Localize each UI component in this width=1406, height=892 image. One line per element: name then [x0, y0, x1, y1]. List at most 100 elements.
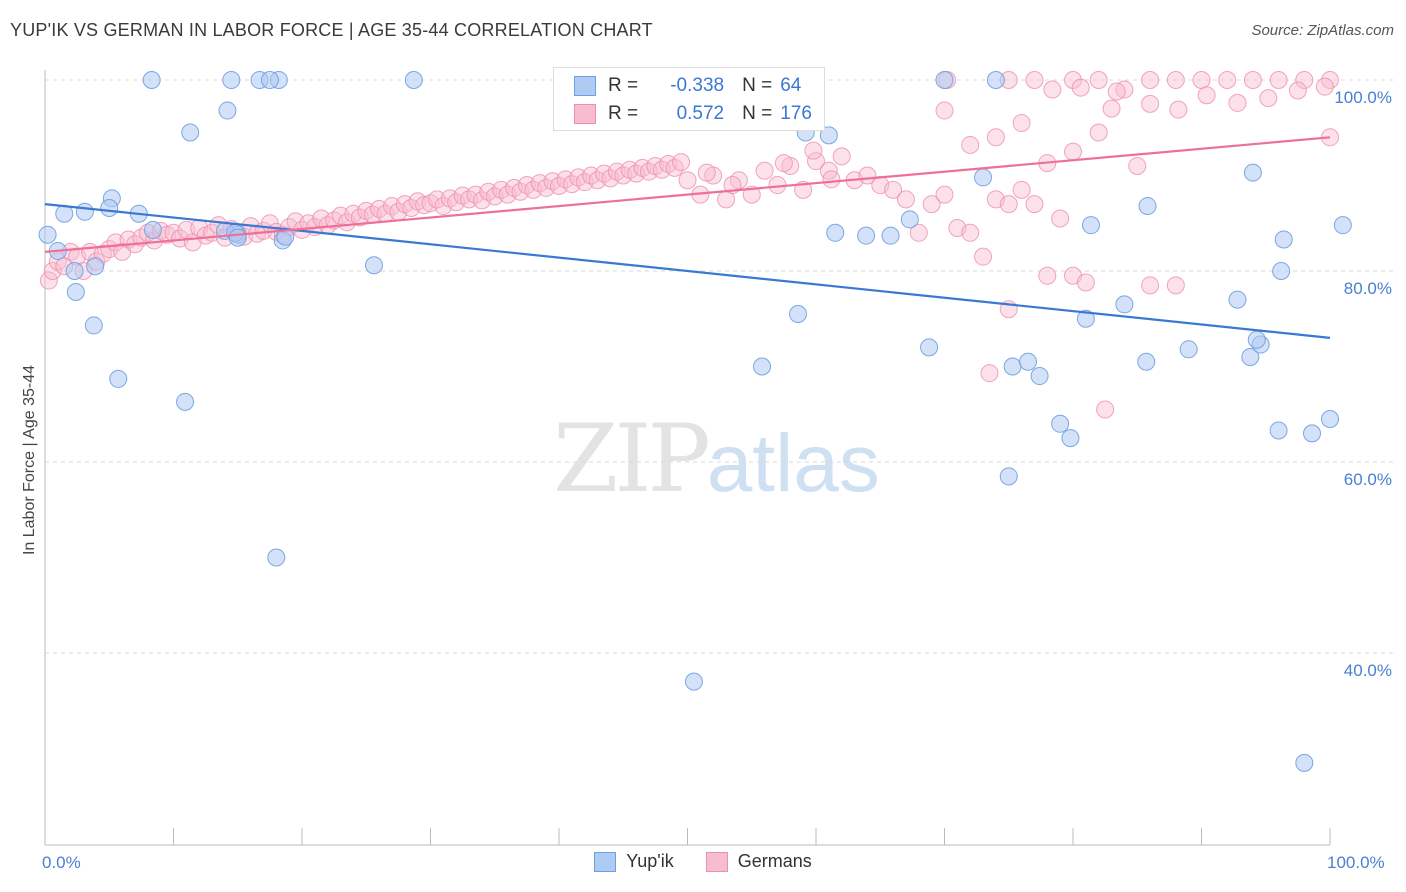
germans-point [935, 101, 954, 120]
germans-point [896, 190, 915, 209]
yupik-point [142, 71, 161, 89]
germans-point [807, 152, 825, 171]
germans-point [1315, 77, 1334, 96]
yupik-point [100, 198, 119, 217]
x-tick-label-min: 0.0% [42, 853, 81, 872]
yupik-point [900, 210, 919, 229]
yupik-point [1030, 367, 1049, 386]
yupik-point [999, 467, 1018, 486]
germans-point [729, 171, 748, 190]
germans-point [1228, 93, 1247, 112]
yupik-point [920, 338, 939, 357]
legend-row-yupik: R = -0.338 N = 64 [574, 73, 801, 99]
yupik-point [364, 256, 383, 275]
yupik-point [1272, 262, 1291, 280]
yupik-point [1003, 357, 1022, 376]
yupik-point [1076, 309, 1095, 328]
watermark-atlas: atlas [706, 418, 880, 509]
yupik-point [986, 71, 1005, 89]
germans-point [884, 180, 903, 199]
germans-point [1064, 142, 1082, 161]
legend-item-yupik[interactable]: Yup'ik [594, 851, 674, 872]
germans-point [1102, 99, 1121, 118]
germans-point [1295, 71, 1314, 89]
germans-point [1038, 266, 1057, 285]
yupik-point [1247, 330, 1266, 349]
germans-point [697, 163, 716, 182]
yupik-point [267, 548, 286, 567]
germans-point [755, 161, 774, 180]
yupik-point [1295, 753, 1314, 772]
germans-swatch [574, 104, 596, 124]
germans-point [1025, 71, 1044, 89]
axes [44, 70, 1331, 846]
germans-point [832, 147, 851, 166]
yupik-point [1243, 163, 1262, 182]
y-axis-label: In Labor Force | Age 35-44 [18, 330, 42, 590]
yupik-point [109, 369, 128, 388]
y-tick-label-1: 80.0% [1343, 279, 1392, 298]
legend-row-germans: R = 0.572 N = 176 [574, 101, 812, 127]
germans-point [427, 190, 446, 209]
germans-point [1025, 195, 1044, 214]
yupik-point [1321, 410, 1339, 429]
germans-point [999, 195, 1018, 214]
germans-point [1192, 71, 1211, 89]
yupik-point [176, 392, 195, 411]
yupik-point [753, 357, 772, 376]
germans-point [1012, 113, 1031, 132]
germans-point [1288, 81, 1307, 100]
germans-point [43, 262, 62, 280]
germans-point [1141, 71, 1160, 89]
gridlines [45, 79, 1395, 654]
legend-label-germans: Germans [737, 851, 812, 871]
germans-point [774, 154, 793, 173]
n-label-germans: N = [742, 103, 773, 124]
germans-point [1107, 82, 1126, 101]
yupik-swatch [574, 76, 596, 96]
yupik-point [1051, 414, 1070, 433]
germans-point [961, 135, 980, 154]
germans-point [460, 190, 479, 209]
n-value-germans: 176 [780, 103, 812, 124]
source-label: Source: ZipAtlas.com [1251, 22, 1394, 39]
germans-point [1166, 276, 1185, 295]
germans-point [909, 223, 928, 242]
germans-point [1071, 78, 1090, 97]
germans-point [980, 364, 999, 383]
germans-point [961, 223, 980, 242]
germans-point [1243, 71, 1262, 89]
yupik-point [84, 316, 103, 335]
germans-point [1197, 86, 1216, 105]
r-value-yupik: -0.338 [670, 75, 725, 96]
r-value-germans: 0.572 [676, 103, 725, 124]
yupik-trend-line [44, 203, 1331, 339]
yupik-point [86, 257, 105, 276]
yupik-point [143, 220, 162, 239]
yupik-points [38, 71, 1352, 772]
germans-point [1051, 209, 1070, 228]
yupik-point [1179, 340, 1198, 359]
yupik-point [881, 226, 900, 245]
yupik-legend-swatch [594, 851, 617, 872]
germans-point [39, 271, 58, 290]
germans-point [672, 153, 691, 172]
germans-point [1064, 71, 1082, 89]
y-axis-label-text: In Labor Force | Age 35-44 [21, 364, 38, 556]
germans-point [1076, 273, 1095, 292]
watermark: ZIPatlas [553, 405, 880, 514]
yupik-point [935, 71, 954, 89]
yupik-point [1274, 230, 1293, 249]
germans-point [678, 171, 697, 190]
yupik-point [222, 71, 241, 89]
r-label-yupik: R = [608, 75, 639, 96]
watermark-zip: ZIP [553, 405, 711, 514]
yupik-point [66, 283, 85, 302]
germans-point [1259, 89, 1278, 108]
legend-item-germans[interactable]: Germans [705, 851, 812, 872]
germans-point [1043, 80, 1062, 99]
r-label-germans: R = [608, 103, 639, 124]
n-label-yupik: N = [742, 75, 773, 96]
yupik-point [181, 123, 200, 142]
